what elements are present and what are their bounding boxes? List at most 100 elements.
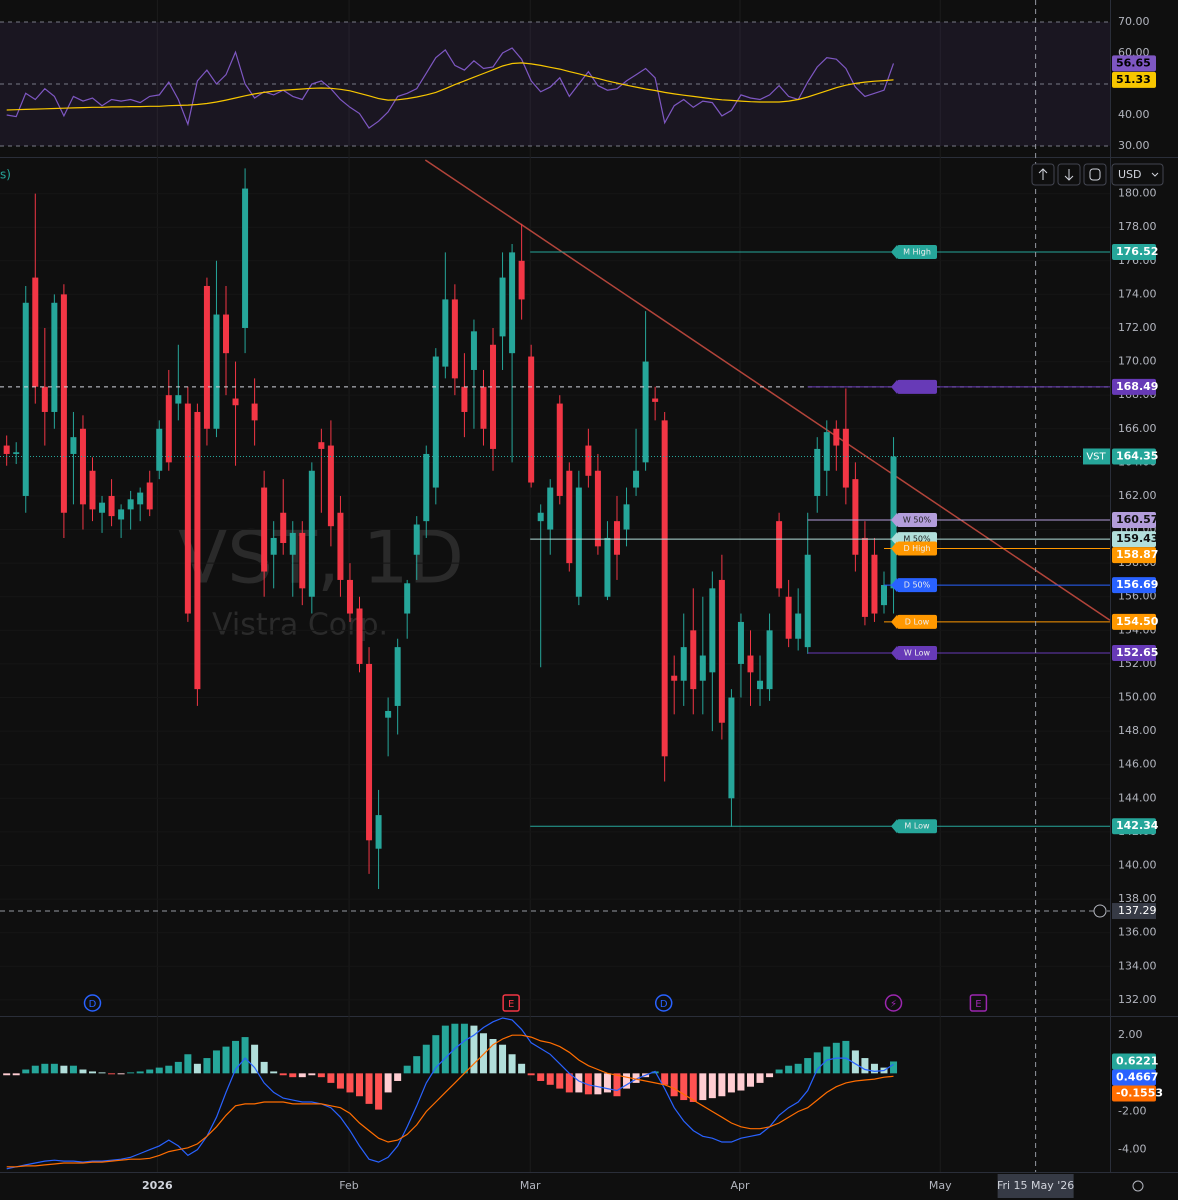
level-tag-label: M 50% xyxy=(903,535,931,544)
histogram-bar xyxy=(136,1071,144,1074)
histogram-bar xyxy=(317,1073,325,1078)
histogram-bar xyxy=(356,1073,364,1097)
reset-icon xyxy=(1089,168,1101,181)
y-tick-label: -4.00 xyxy=(1118,1143,1146,1156)
value-box-label: 159.43 xyxy=(1116,532,1158,545)
reset-button[interactable] xyxy=(1083,163,1107,186)
event-marker xyxy=(884,994,903,1012)
histogram-bar xyxy=(813,1052,821,1074)
y-tick-label: 2.00 xyxy=(1118,1028,1143,1041)
y-tick-label: 140.00 xyxy=(1118,859,1157,872)
event-marker xyxy=(502,994,520,1012)
candle-body xyxy=(594,470,601,547)
level-tag xyxy=(897,512,937,527)
histogram-bar xyxy=(12,1073,20,1076)
value-box-label: 160.57 xyxy=(1116,513,1158,526)
candle-body xyxy=(757,680,764,690)
symbol-tag xyxy=(1083,448,1110,465)
candle-body xyxy=(528,356,535,483)
histogram-bar xyxy=(508,1054,516,1074)
candle-body xyxy=(518,260,525,300)
candle-body xyxy=(118,509,125,520)
candle-body xyxy=(776,521,783,589)
histogram-bar xyxy=(212,1050,220,1074)
value-box-label: 142.34 xyxy=(1116,819,1159,832)
y-tick-label: 70.00 xyxy=(1118,15,1150,28)
level-tag-arrow xyxy=(891,614,897,629)
crosshair-price-box xyxy=(1112,903,1156,920)
candle-body xyxy=(146,482,153,510)
candle-body xyxy=(366,663,373,841)
candle-body xyxy=(547,487,554,530)
candle-body xyxy=(127,499,134,510)
candle-body xyxy=(785,596,792,639)
candle-body xyxy=(852,479,859,555)
x-tick-label: 2026 xyxy=(142,1179,173,1192)
candle-body xyxy=(585,445,592,476)
candle-body xyxy=(223,314,230,354)
candle-body xyxy=(213,314,220,429)
trendline xyxy=(424,159,1111,621)
histogram-bar xyxy=(623,1073,631,1089)
candle-body xyxy=(203,285,210,429)
level-tag xyxy=(897,614,937,629)
event-label: E xyxy=(508,999,514,1010)
histogram-bar xyxy=(775,1069,783,1074)
histogram-bar xyxy=(50,1063,58,1074)
histogram-bar xyxy=(613,1073,621,1097)
histogram-bar xyxy=(756,1073,764,1083)
y-tick-label: 30.00 xyxy=(1118,139,1150,152)
candle-body xyxy=(470,331,477,370)
candle-body xyxy=(261,487,268,572)
x-tick-label: Apr xyxy=(730,1179,750,1192)
histogram-bar xyxy=(279,1073,287,1076)
down-arrow-icon xyxy=(1064,169,1074,181)
candle-body xyxy=(51,302,58,412)
y-tick-label: 132.00 xyxy=(1118,993,1157,1006)
candle-body xyxy=(556,403,563,496)
candle-body xyxy=(480,386,487,429)
add-alert-icon[interactable] xyxy=(1093,904,1107,918)
y-tick-label: 134.00 xyxy=(1118,959,1157,972)
histogram-bar xyxy=(546,1073,554,1085)
value-box-label: -0.1553 xyxy=(1116,1086,1163,1099)
level-tag-arrow xyxy=(891,379,897,394)
y-tick-label: 40.00 xyxy=(1118,108,1150,121)
watermark: VST, 1D xyxy=(178,516,464,600)
indicator-label: s) xyxy=(0,168,11,182)
histogram-bar xyxy=(146,1069,154,1074)
histogram-bar xyxy=(270,1071,278,1074)
histogram-bar xyxy=(851,1050,859,1074)
level-tag xyxy=(897,245,937,260)
candle-body xyxy=(346,579,353,614)
histogram-bar xyxy=(470,1025,478,1074)
candle-body xyxy=(270,537,277,555)
value-box xyxy=(1112,1053,1156,1070)
candle-body xyxy=(423,453,430,522)
currency-button[interactable] xyxy=(1111,163,1164,186)
candle-body xyxy=(680,647,687,681)
value-box xyxy=(1112,71,1156,88)
level-tag-label: M High xyxy=(903,248,931,257)
histogram-bar xyxy=(117,1073,125,1075)
y-tick-label: 162.00 xyxy=(1118,489,1157,502)
candle-body xyxy=(413,524,420,555)
value-box xyxy=(1112,577,1156,594)
candle-body xyxy=(22,302,29,496)
histogram-bar xyxy=(89,1071,96,1074)
candle-body xyxy=(280,512,287,543)
value-box xyxy=(1112,547,1156,564)
macd-line xyxy=(6,1017,894,1170)
histogram-bar xyxy=(3,1073,11,1076)
histogram-bar xyxy=(260,1061,268,1074)
histogram-bar xyxy=(794,1063,802,1074)
macd-line xyxy=(6,1034,894,1168)
settings-icon[interactable] xyxy=(1132,1180,1144,1192)
value-box-label: 176.52 xyxy=(1116,245,1158,258)
candle-body xyxy=(613,521,620,555)
histogram-bar xyxy=(537,1073,545,1081)
histogram-bar xyxy=(394,1073,402,1081)
histogram-bar xyxy=(69,1065,77,1074)
candle-body xyxy=(356,608,363,664)
candle-body xyxy=(451,299,458,379)
